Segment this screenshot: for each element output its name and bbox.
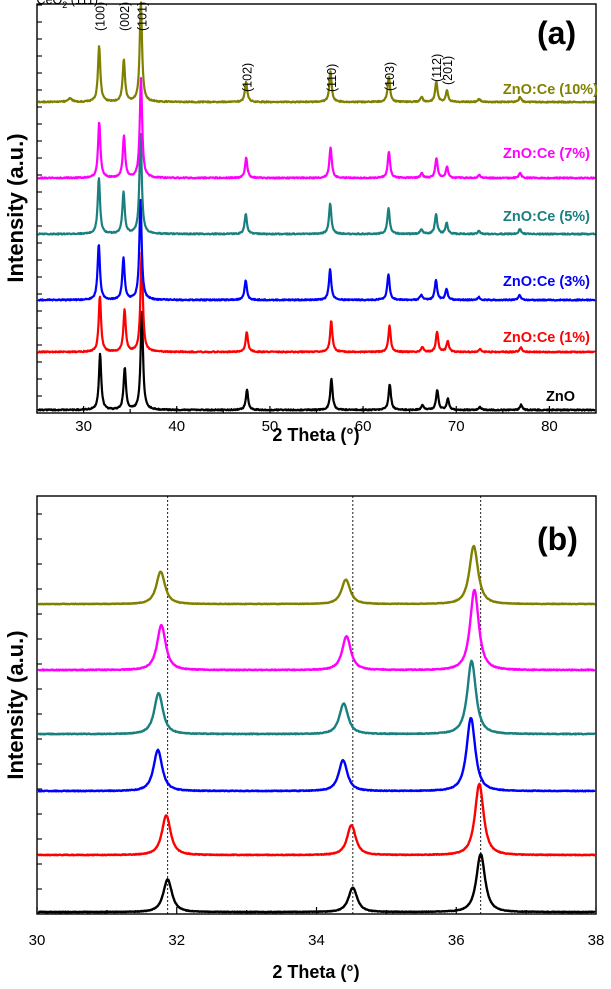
- panel-b-x-tick-label: 38: [588, 932, 605, 949]
- panel-a-peak-label: (112): [430, 54, 444, 82]
- panel-a-series-line-5: [37, 1, 596, 104]
- panel-a-peak-label: CeO2 (111): [37, 0, 99, 10]
- panel-b-label: (b): [537, 521, 578, 557]
- panel-a-series-label: ZnO:Ce (3%): [503, 274, 590, 290]
- panel-b-series-line-5: [37, 544, 596, 606]
- panel-a-series-line-3: [37, 132, 596, 236]
- panel-a-x-tick-label: 80: [541, 418, 558, 435]
- panel-b-series-line-2: [37, 717, 596, 793]
- panel-a-peak-label: (100): [93, 2, 107, 31]
- panel-a-x-tick-label: 40: [168, 418, 185, 435]
- peak-label-text: (103): [383, 62, 397, 91]
- panel-b-x-tick-label: 36: [448, 932, 465, 949]
- panel-a-series-line-2: [37, 198, 596, 302]
- panel-a-series-label: ZnO:Ce (7%): [503, 146, 590, 162]
- panel-a-series-label: ZnO:Ce (10%): [503, 82, 598, 98]
- peak-label-text: (101): [135, 2, 149, 31]
- panel-b-reference-lines: [167, 496, 482, 914]
- peak-label-sub: 2: [62, 0, 67, 10]
- peak-label-text: CeO2 (111): [37, 0, 99, 10]
- panel-a-x-axis-title: 2 Theta (°): [272, 425, 359, 445]
- panel-b-series-line-4: [37, 588, 596, 672]
- panel-a-series-labels: ZnO ZnO:Ce (1%) ZnO:Ce (3%) ZnO:Ce (5%) ZnO:…: [503, 82, 598, 405]
- panel-a-y-axis-title: Intensity (a.u.): [3, 133, 28, 282]
- panel-a-label: (a): [537, 15, 576, 51]
- panel-b-y-ticks: [37, 513, 42, 890]
- panel-a-peak-label: (002): [118, 2, 132, 31]
- panel-b-series-line-3: [37, 659, 596, 736]
- panel-b-x-axis-title: 2 Theta (°): [272, 962, 359, 982]
- peak-label-main: CeO: [37, 0, 63, 7]
- panel-a-peak-label: (101): [135, 2, 149, 31]
- panel-a-peak-label: (103): [383, 62, 397, 91]
- panel-b-x-tick-label: 32: [168, 932, 185, 949]
- panel-a-series-label: ZnO:Ce (5%): [503, 209, 590, 225]
- peak-label-text: (112): [430, 54, 444, 82]
- panel-a-series-label: ZnO:Ce (1%): [503, 330, 590, 346]
- panel-a-x-tick-label: 70: [448, 418, 465, 435]
- peak-label-text: (002): [118, 2, 132, 31]
- panel-b-chart: 30 32 34 36 38 (b) 2 Theta (°) Intensity (a.…: [3, 495, 605, 982]
- peak-label-text: (201): [441, 56, 455, 85]
- panel-a-x-tick-label: 60: [355, 418, 372, 435]
- panel-a-series-label: ZnO: [546, 389, 575, 405]
- panel-a-series-line-1: [37, 251, 596, 354]
- panel-a-x-tick-label: 30: [75, 418, 92, 435]
- panel-b-x-tick-label: 30: [29, 932, 46, 949]
- peak-label-suffix: (111): [67, 0, 98, 7]
- peak-label-text: (102): [241, 63, 255, 92]
- panel-a-y-ticks: [37, 4, 42, 397]
- panel-b-series-line-1: [37, 782, 596, 857]
- panel-b-x-ticks: 30 32 34 36 38: [29, 907, 605, 949]
- panel-b-x-tick-label: 34: [308, 932, 325, 949]
- peak-label-text: (110): [325, 64, 339, 92]
- panel-a-x-tick-label: 50: [262, 418, 279, 435]
- panel-a-peak-labels: CeO2 (111)(100) (002) (101) (102) (110) (103)…: [37, 0, 455, 92]
- panel-a-peak-label: (110): [325, 64, 339, 92]
- panel-a-peak-label: (102): [241, 63, 255, 92]
- peak-label-text: (100): [93, 2, 107, 31]
- panel-a-series-line-4: [37, 77, 596, 180]
- panel-a-x-ticks: 30 40 50 60 70 80: [36, 406, 597, 435]
- panel-a-series-group: [37, 1, 596, 412]
- panel-b-y-axis-title: Intensity (a.u.): [3, 630, 28, 779]
- panel-a-chart: 30 40 50 60 70 80 CeO2 (111)(100) (002) (101) (1…: [3, 0, 598, 445]
- panel-a-peak-label: (201): [441, 56, 455, 85]
